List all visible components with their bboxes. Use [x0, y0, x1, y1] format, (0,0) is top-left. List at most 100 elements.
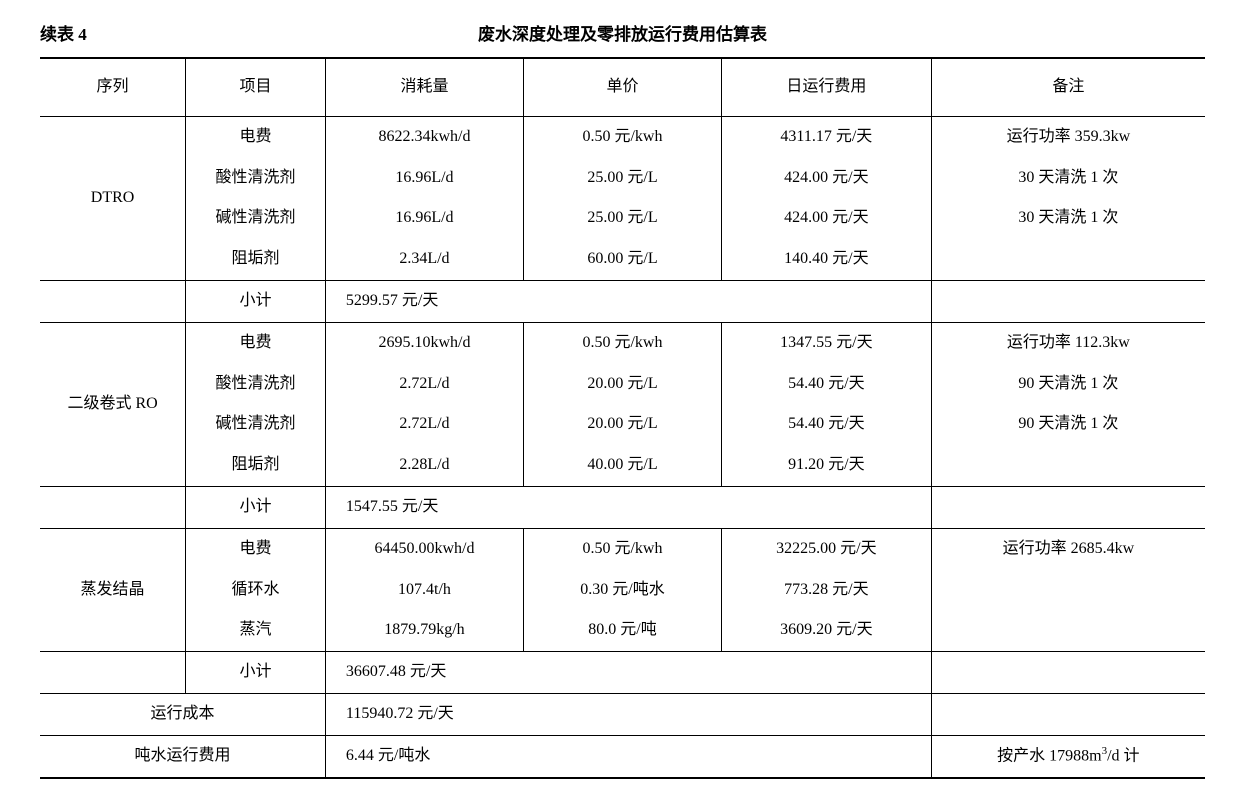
section-name-evap: 蒸发结晶 [40, 528, 186, 651]
cell-price: 25.00 元/L [523, 158, 721, 199]
perton-label: 吨水运行费用 [40, 735, 325, 778]
table-number-label: 续表 4 [40, 20, 190, 45]
cell-empty [931, 486, 1205, 528]
cell-item: 阻垢剂 [186, 445, 326, 486]
subtotal-label: 小计 [186, 486, 326, 528]
table-row: 酸性清洗剂 16.96L/d 25.00 元/L 424.00 元/天 30 天… [40, 158, 1205, 199]
cell-cost: 424.00 元/天 [722, 198, 932, 239]
cell-price: 25.00 元/L [523, 198, 721, 239]
cell-cost: 140.40 元/天 [722, 239, 932, 280]
perton-remark: 按产水 17988m3/d 计 [931, 735, 1205, 778]
cell-empty [931, 280, 1205, 322]
col-header-cost: 日运行费用 [722, 58, 932, 116]
cell-remark: 运行功率 2685.4kw [931, 528, 1205, 569]
cell-empty [931, 693, 1205, 735]
cell-remark: 30 天清洗 1 次 [931, 198, 1205, 239]
subtotal-value: 36607.48 元/天 [325, 652, 931, 694]
cell-item: 碱性清洗剂 [186, 198, 326, 239]
cell-item: 循环水 [186, 570, 326, 611]
cell-remark: 90 天清洗 1 次 [931, 364, 1205, 405]
cell-consume: 2695.10kwh/d [325, 322, 523, 363]
cell-cost: 773.28 元/天 [722, 570, 932, 611]
cell-item: 酸性清洗剂 [186, 364, 326, 405]
col-header-seq: 序列 [40, 58, 186, 116]
cell-price: 20.00 元/L [523, 364, 721, 405]
cell-consume: 107.4t/h [325, 570, 523, 611]
cell-empty [40, 652, 186, 694]
cell-cost: 1347.55 元/天 [722, 322, 932, 363]
cell-price: 60.00 元/L [523, 239, 721, 280]
cell-cost: 3609.20 元/天 [722, 610, 932, 651]
cell-price: 0.50 元/kwh [523, 322, 721, 363]
opcost-label: 运行成本 [40, 693, 325, 735]
summary-row-opcost: 运行成本 115940.72 元/天 [40, 693, 1205, 735]
cell-consume: 2.34L/d [325, 239, 523, 280]
cell-price: 0.30 元/吨水 [523, 570, 721, 611]
cell-empty [40, 280, 186, 322]
cell-consume: 2.28L/d [325, 445, 523, 486]
cell-item: 阻垢剂 [186, 239, 326, 280]
cell-empty [40, 486, 186, 528]
table-row: 二级卷式 RO 电费 2695.10kwh/d 0.50 元/kwh 1347.… [40, 322, 1205, 363]
cell-remark [931, 445, 1205, 486]
cell-price: 20.00 元/L [523, 404, 721, 445]
cell-price: 0.50 元/kwh [523, 528, 721, 569]
cell-remark [931, 610, 1205, 651]
cell-cost: 91.20 元/天 [722, 445, 932, 486]
perton-remark-suffix: /d 计 [1107, 747, 1139, 764]
cell-consume: 16.96L/d [325, 158, 523, 199]
cell-cost: 424.00 元/天 [722, 158, 932, 199]
section-name-ro2: 二级卷式 RO [40, 322, 186, 486]
table-title: 废水深度处理及零排放运行费用估算表 [190, 20, 1205, 45]
subtotal-label: 小计 [186, 652, 326, 694]
cell-cost: 32225.00 元/天 [722, 528, 932, 569]
subtotal-value: 1547.55 元/天 [325, 486, 931, 528]
cell-cost: 54.40 元/天 [722, 404, 932, 445]
cell-remark [931, 239, 1205, 280]
cell-consume: 2.72L/d [325, 404, 523, 445]
cell-item: 电费 [186, 322, 326, 363]
table-row: 循环水 107.4t/h 0.30 元/吨水 773.28 元/天 [40, 570, 1205, 611]
cell-price: 0.50 元/kwh [523, 116, 721, 157]
table-row: 蒸汽 1879.79kg/h 80.0 元/吨 3609.20 元/天 [40, 610, 1205, 651]
table-row: 碱性清洗剂 2.72L/d 20.00 元/L 54.40 元/天 90 天清洗… [40, 404, 1205, 445]
table-row: 酸性清洗剂 2.72L/d 20.00 元/L 54.40 元/天 90 天清洗… [40, 364, 1205, 405]
summary-row-perton: 吨水运行费用 6.44 元/吨水 按产水 17988m3/d 计 [40, 735, 1205, 778]
perton-value: 6.44 元/吨水 [325, 735, 931, 778]
subtotal-row-evap: 小计 36607.48 元/天 [40, 652, 1205, 694]
cell-consume: 64450.00kwh/d [325, 528, 523, 569]
cell-remark: 90 天清洗 1 次 [931, 404, 1205, 445]
subtotal-row-ro2: 小计 1547.55 元/天 [40, 486, 1205, 528]
cell-item: 酸性清洗剂 [186, 158, 326, 199]
col-header-price: 单价 [523, 58, 721, 116]
subtotal-row-dtro: 小计 5299.57 元/天 [40, 280, 1205, 322]
opcost-value: 115940.72 元/天 [325, 693, 931, 735]
perton-remark-prefix: 按产水 17988m [997, 747, 1101, 764]
cost-estimate-table: 序列 项目 消耗量 单价 日运行费用 备注 DTRO 电费 8622.34kwh… [40, 57, 1205, 779]
table-row: 阻垢剂 2.34L/d 60.00 元/L 140.40 元/天 [40, 239, 1205, 280]
cell-item: 电费 [186, 116, 326, 157]
cell-item: 蒸汽 [186, 610, 326, 651]
cell-consume: 16.96L/d [325, 198, 523, 239]
cell-consume: 1879.79kg/h [325, 610, 523, 651]
cell-remark: 30 天清洗 1 次 [931, 158, 1205, 199]
col-header-remark: 备注 [931, 58, 1205, 116]
cell-remark: 运行功率 359.3kw [931, 116, 1205, 157]
cell-consume: 2.72L/d [325, 364, 523, 405]
subtotal-value: 5299.57 元/天 [325, 280, 931, 322]
cell-item: 电费 [186, 528, 326, 569]
table-row: DTRO 电费 8622.34kwh/d 0.50 元/kwh 4311.17 … [40, 116, 1205, 157]
cell-remark [931, 570, 1205, 611]
cell-empty [931, 652, 1205, 694]
section-name-dtro: DTRO [40, 116, 186, 280]
cell-consume: 8622.34kwh/d [325, 116, 523, 157]
subtotal-label: 小计 [186, 280, 326, 322]
cell-cost: 4311.17 元/天 [722, 116, 932, 157]
title-row: 续表 4 废水深度处理及零排放运行费用估算表 [40, 20, 1205, 45]
table-row: 蒸发结晶 电费 64450.00kwh/d 0.50 元/kwh 32225.0… [40, 528, 1205, 569]
col-header-item: 项目 [186, 58, 326, 116]
cell-price: 40.00 元/L [523, 445, 721, 486]
header-row: 序列 项目 消耗量 单价 日运行费用 备注 [40, 58, 1205, 116]
table-row: 阻垢剂 2.28L/d 40.00 元/L 91.20 元/天 [40, 445, 1205, 486]
cell-cost: 54.40 元/天 [722, 364, 932, 405]
